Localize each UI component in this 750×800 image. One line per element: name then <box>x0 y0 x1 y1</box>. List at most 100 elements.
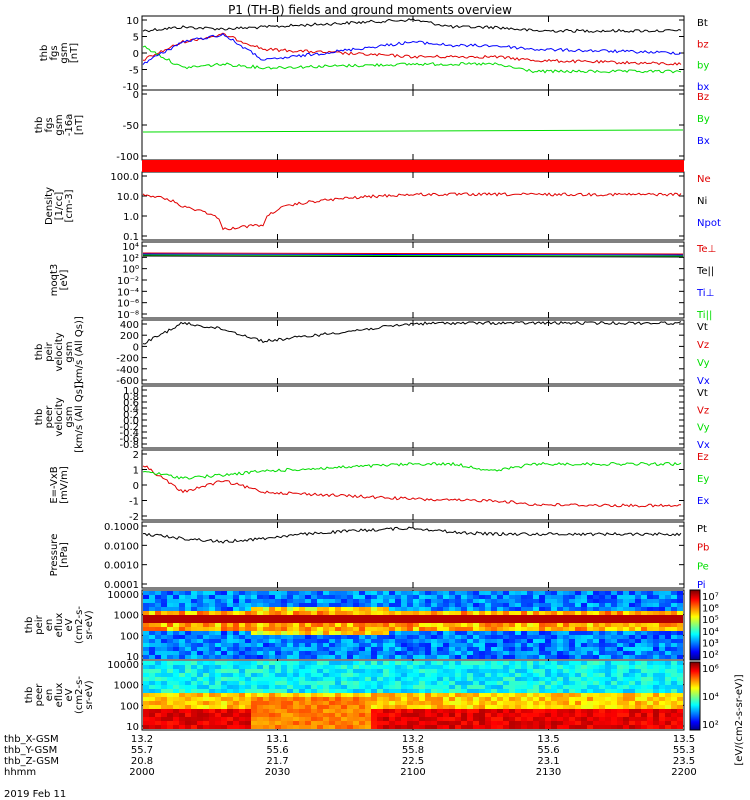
spectrogram-cell <box>551 639 557 643</box>
spectrogram-cell <box>671 689 677 693</box>
spectrogram-cell <box>509 669 515 673</box>
spectrogram-cell <box>263 607 269 611</box>
spectrogram-cell <box>479 717 485 721</box>
spectrogram-cell <box>299 647 305 651</box>
colorbar-strip <box>690 673 700 675</box>
spectrogram-cell <box>557 591 563 595</box>
spectrogram-cell <box>581 647 587 651</box>
spectrogram-cell <box>419 599 425 603</box>
spectrogram-cell <box>353 631 359 635</box>
spectrogram-cell <box>575 705 581 709</box>
colorbar-strip <box>690 690 700 692</box>
spectrogram-cell <box>203 591 209 595</box>
spectrogram-cell <box>317 615 323 619</box>
spectrogram-cell <box>167 709 173 713</box>
spectrogram-cell <box>155 681 161 685</box>
spectrogram-cell <box>287 655 293 659</box>
colorbar-strip <box>690 680 700 682</box>
spectrogram-cell <box>521 665 527 669</box>
spectrogram-cell <box>413 713 419 717</box>
spectrogram-cell <box>221 697 227 701</box>
axis-value-x: 13.2 <box>402 734 424 745</box>
spectrogram-cell <box>479 693 485 697</box>
spectrogram-cell <box>653 595 659 599</box>
spectrogram-cell <box>659 693 665 697</box>
colorbar-strip <box>690 639 700 641</box>
spectrogram-cell <box>227 693 233 697</box>
spectrogram-cell <box>509 725 515 729</box>
spectrogram-cell <box>473 603 479 607</box>
colorbar-strip <box>690 699 700 701</box>
spectrogram-cell <box>461 709 467 713</box>
spectrogram-cell <box>269 669 275 673</box>
spectrogram-cell <box>377 705 383 709</box>
spectrogram-cell <box>365 685 371 689</box>
spectrogram-cell <box>263 661 269 665</box>
spectrogram-cell <box>179 717 185 721</box>
spectrogram-cell <box>293 693 299 697</box>
spectrogram-cell <box>479 615 485 619</box>
spectrogram-cell <box>197 651 203 655</box>
spectrogram-cell <box>365 717 371 721</box>
peir-vel-ylabel-line: gsm <box>64 341 75 362</box>
spectrogram-cell <box>455 717 461 721</box>
spectrogram-cell <box>509 635 515 639</box>
colorbar-strip <box>690 681 700 683</box>
spectrogram-cell <box>245 595 251 599</box>
peir-vel-ytick-label: -200 <box>116 354 139 365</box>
spectrogram-cell <box>197 677 203 681</box>
spectrogram-cell <box>353 599 359 603</box>
spectrogram-cell <box>317 599 323 603</box>
spectrogram-cell <box>359 673 365 677</box>
spectrogram-cell <box>455 697 461 701</box>
spectrogram-cell <box>599 635 605 639</box>
spectrogram-cell <box>491 603 497 607</box>
spectrogram-cell <box>395 673 401 677</box>
spectrogram-cell <box>203 681 209 685</box>
spectrogram-cell <box>179 651 185 655</box>
spectrogram-cell <box>671 591 677 595</box>
spectrogram-cell <box>167 713 173 717</box>
spectrogram-cell <box>377 701 383 705</box>
spectrogram-cell <box>395 725 401 729</box>
colorbar-strip <box>690 688 700 690</box>
spectrogram-cell <box>191 713 197 717</box>
spectrogram-cell <box>407 689 413 693</box>
spectrogram-cell <box>611 627 617 631</box>
spectrogram-cell <box>605 661 611 665</box>
spectrogram-cell <box>329 647 335 651</box>
spectrogram-cell <box>575 681 581 685</box>
spectrogram-cell <box>461 693 467 697</box>
spectrogram-cell <box>287 693 293 697</box>
spectrogram-cell <box>437 693 443 697</box>
spectrogram-cell <box>209 611 215 615</box>
spectrogram-cell <box>461 615 467 619</box>
spectrogram-cell <box>551 619 557 623</box>
spectrogram-cell <box>209 651 215 655</box>
spectrogram-cell <box>623 689 629 693</box>
spectrogram-cell <box>215 705 221 709</box>
spectrogram-cell <box>221 615 227 619</box>
spectrogram-cell <box>563 673 569 677</box>
axis-row-label: thb_X-GSM <box>4 734 59 745</box>
spectrogram-cell <box>191 717 197 721</box>
colorbar-strip <box>690 635 700 637</box>
spectrogram-cell <box>461 631 467 635</box>
spectrogram-cell <box>185 665 191 669</box>
spectrogram-cell <box>167 673 173 677</box>
spectrogram-cell <box>515 599 521 603</box>
spectrogram-cell <box>551 661 557 665</box>
spectrogram-cell <box>521 607 527 611</box>
spectrogram-cell <box>407 619 413 623</box>
spectrogram-cell <box>155 669 161 673</box>
spectrogram-cell <box>377 635 383 639</box>
spectrogram-cell <box>401 713 407 717</box>
spectrogram-cell <box>215 669 221 673</box>
spectrogram-cell <box>335 697 341 701</box>
spectrogram-cell <box>347 721 353 725</box>
spectrogram-cell <box>347 607 353 611</box>
spectrogram-cell <box>221 591 227 595</box>
spectrogram-cell <box>467 697 473 701</box>
spectrogram-cell <box>503 599 509 603</box>
